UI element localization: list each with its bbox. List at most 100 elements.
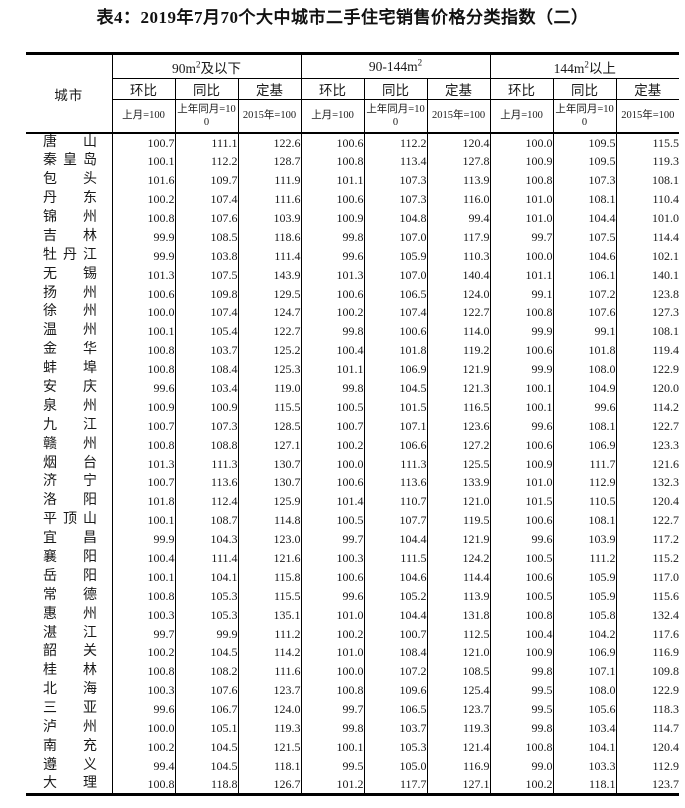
index-value: 113.6: [175, 473, 239, 492]
header-unit-row: 上月=100 上年同月=100 2015年=100 上月=100 上年同月=10…: [26, 99, 680, 134]
index-value: 116.5: [427, 397, 491, 417]
index-value: 106.9: [553, 643, 617, 662]
page-title: 表4：2019年7月70个大中城市二手住宅销售价格分类指数（二）: [96, 8, 589, 27]
table-row: 北海 100.3 107.6 123.7 100.8 109.6 125.4 99.5 108.…: [26, 680, 680, 700]
index-value: 122.7: [427, 303, 491, 322]
city-name-text: 吉林: [43, 228, 97, 244]
unit-same-month-last-year: 上年同月=100: [553, 99, 617, 134]
index-value: 101.3: [301, 265, 365, 285]
index-value: 100.4: [490, 624, 554, 644]
index-value: 100.5: [301, 397, 365, 417]
index-value: 99.4: [112, 756, 176, 776]
table-row: 南充 100.2 104.5 121.5 100.1 105.3 121.4 100.8 104…: [26, 737, 679, 757]
index-value: 111.6: [238, 661, 302, 681]
city-name-text: 洛阳: [43, 493, 97, 509]
index-value: 111.3: [175, 454, 239, 474]
index-value: 119.3: [427, 718, 491, 738]
index-value: 100.3: [112, 680, 176, 700]
city-name-text: 安庆: [43, 380, 97, 396]
city-name-text: 丹东: [43, 191, 97, 207]
index-value: 105.3: [364, 737, 428, 757]
index-value: 123.7: [652, 776, 680, 791]
city-name-text: 平顶山: [43, 512, 97, 528]
index-value: 99.0: [490, 756, 554, 776]
index-value: 108.2: [175, 661, 239, 681]
index-value: 99.9: [112, 529, 176, 549]
index-value: 114.8: [238, 510, 302, 530]
subheader-yoy: 同比: [553, 78, 617, 100]
index-value: 100.0: [301, 454, 365, 474]
index-value: 100.8: [490, 303, 554, 322]
index-value: 111.7: [553, 454, 617, 474]
index-value: 123.6: [427, 416, 491, 436]
table-row: 温州 100.1 105.4 122.7 99.8 100.6 114.0 99.9 99.1 1…: [26, 321, 679, 341]
index-value: 100.0: [112, 718, 176, 738]
table-row: 岳阳 100.1 104.1 115.8 100.6 104.6 114.4 100.6 105…: [26, 567, 679, 587]
index-value: 107.3: [364, 189, 428, 209]
group-label-suffix: 以上: [588, 60, 616, 76]
index-value: 104.6: [364, 567, 428, 587]
index-value: 111.5: [364, 548, 428, 568]
city-name-text: 徐州: [43, 304, 97, 320]
index-value: 124.7: [238, 303, 302, 322]
city-name: 泸州: [26, 718, 113, 738]
index-value: 99.1: [490, 284, 554, 304]
city-name: 三亚: [26, 699, 113, 719]
table-row: 韶关 100.2 104.5 114.2 101.0 108.4 121.0 100.9 106…: [26, 643, 679, 662]
index-value: 101.8: [364, 340, 428, 360]
index-value: 107.2: [364, 661, 428, 681]
city-name-text: 包头: [43, 172, 97, 188]
index-value: 115.5: [652, 135, 680, 150]
index-value: 100.2: [112, 737, 176, 757]
index-value: 107.0: [364, 227, 428, 247]
index-value: 100.2: [490, 775, 554, 795]
index-value: 99.8: [301, 227, 365, 247]
index-value: 112.9: [652, 758, 680, 773]
index-value: 100.8: [112, 435, 176, 455]
index-value: 118.3: [652, 702, 680, 717]
table-row: 九江 100.7 107.3 128.5 100.7 107.1 123.6 99.6 108.…: [26, 416, 680, 436]
page: 表4：2019年7月70个大中城市二手住宅销售价格分类指数（二） 城市 90m2…: [0, 6, 685, 808]
index-value: 105.1: [175, 718, 239, 738]
index-value: 105.6: [553, 699, 617, 719]
index-value: 101.0: [301, 643, 365, 662]
index-value: 122.9: [652, 683, 680, 698]
index-value: 101.3: [112, 265, 176, 285]
city-name: 桂林: [26, 661, 113, 681]
city-name: 徐州: [26, 303, 113, 322]
index-value: 103.9: [553, 529, 617, 549]
index-value: 117.2: [652, 532, 680, 547]
index-value: 109.5: [553, 133, 617, 152]
index-value: 100.8: [490, 737, 554, 757]
index-value: 119.3: [652, 154, 680, 169]
city-name-text: 无锡: [43, 266, 97, 282]
index-value: 101.8: [112, 491, 176, 511]
index-value: 126.7: [238, 775, 302, 795]
index-value: 101.0: [490, 189, 554, 209]
index-value: 122.7: [652, 418, 680, 433]
index-value: 104.5: [175, 756, 239, 776]
unit-last-month: 上月=100: [301, 99, 365, 134]
index-value: 114.4: [427, 567, 491, 587]
index-value: 107.5: [553, 227, 617, 247]
index-value: 100.7: [112, 416, 176, 436]
index-value: 108.1: [553, 510, 617, 530]
index-value: 109.8: [652, 664, 680, 679]
superscript-2: 2: [417, 57, 423, 67]
index-value: 117.6: [652, 626, 680, 641]
city-name: 丹东: [26, 189, 113, 209]
index-value: 103.9: [238, 208, 302, 228]
index-value: 103.4: [175, 378, 239, 398]
index-value: 101.1: [301, 359, 365, 379]
table-row: 金华 100.8 103.7 125.2 100.4 101.8 119.2 100.6 101…: [26, 340, 679, 360]
index-value: 100.4: [112, 548, 176, 568]
index-value: 115.5: [238, 397, 302, 417]
index-value: 111.4: [175, 548, 239, 568]
index-value: 115.5: [238, 586, 302, 606]
city-name: 岳阳: [26, 567, 113, 587]
index-value: 108.8: [175, 435, 239, 455]
index-value: 110.7: [364, 491, 428, 511]
index-value: 113.6: [364, 473, 428, 492]
table-row: 牡丹江 99.9 103.8 111.4 99.6 105.9 110.3 100.0 104.…: [26, 246, 679, 266]
price-index-table: 城市 90m2及以下 90-144m2 144m2以上 环比 同比 定基 环比 …: [26, 52, 680, 796]
